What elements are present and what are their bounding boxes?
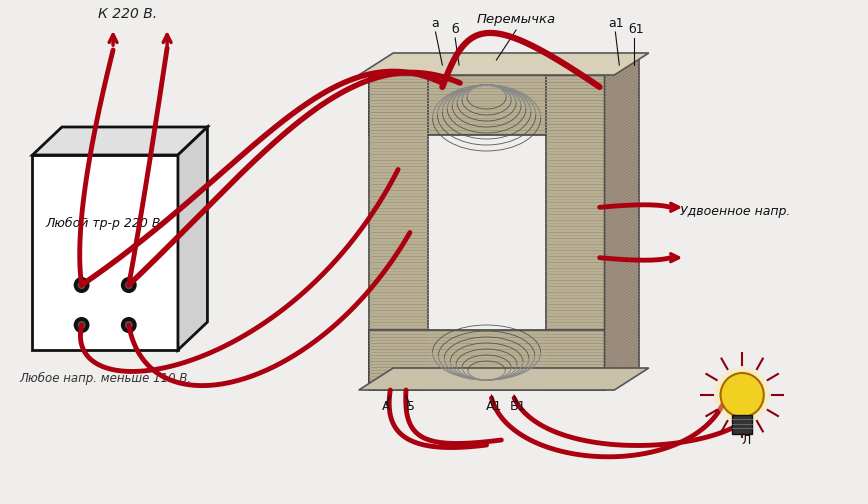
Circle shape (122, 318, 135, 332)
Text: Л: Л (741, 434, 751, 447)
Polygon shape (178, 127, 207, 350)
Circle shape (75, 318, 89, 332)
Polygon shape (358, 53, 648, 75)
Text: Любое напр. меньше 110 В.: Любое напр. меньше 110 В. (19, 372, 191, 385)
Polygon shape (604, 53, 639, 390)
Circle shape (75, 278, 89, 292)
Text: Любой тр-р 220 В.: Любой тр-р 220 В. (45, 217, 165, 230)
Circle shape (720, 373, 764, 417)
Text: Перемычка: Перемычка (477, 13, 556, 26)
FancyBboxPatch shape (733, 415, 752, 434)
Circle shape (77, 321, 86, 329)
Text: Б1: Б1 (510, 400, 526, 413)
Circle shape (122, 278, 135, 292)
Text: К 220 В.: К 220 В. (98, 7, 157, 21)
Text: а: а (431, 17, 439, 30)
FancyBboxPatch shape (369, 330, 604, 390)
Text: Удвоенное напр.: Удвоенное напр. (681, 205, 791, 218)
Text: Б: Б (405, 400, 414, 413)
Circle shape (77, 281, 86, 289)
Text: б: б (451, 23, 459, 36)
Circle shape (125, 321, 133, 329)
Polygon shape (358, 368, 648, 390)
FancyBboxPatch shape (369, 75, 428, 390)
Polygon shape (32, 127, 207, 155)
FancyBboxPatch shape (369, 75, 604, 135)
Text: б1: б1 (628, 23, 644, 36)
Circle shape (714, 367, 770, 423)
Text: А1: А1 (486, 400, 503, 413)
FancyBboxPatch shape (32, 155, 178, 350)
Text: а1: а1 (608, 17, 624, 30)
Circle shape (125, 281, 133, 289)
FancyBboxPatch shape (546, 75, 604, 390)
Text: А: А (382, 400, 391, 413)
